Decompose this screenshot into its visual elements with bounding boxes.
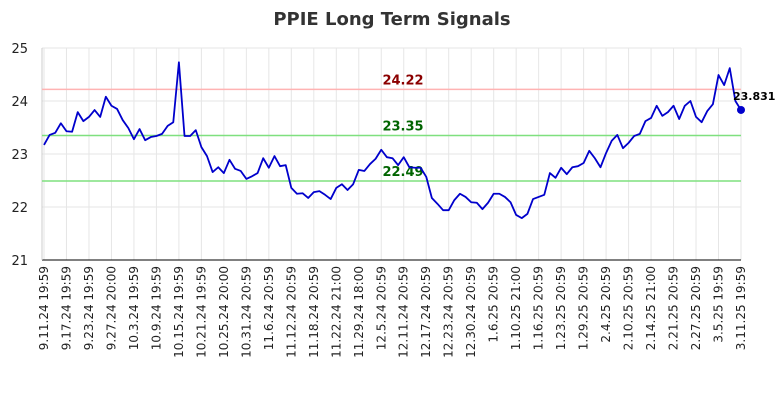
x-tick-label: 11.29.24 18:00 <box>352 266 366 358</box>
x-tick-label: 9.23.24 19:59 <box>82 266 96 350</box>
signal-label: 24.22 <box>382 73 423 88</box>
x-tick-label: 3.11.25 19:59 <box>734 266 748 350</box>
x-tick-label: 10.15.24 19:59 <box>172 266 186 358</box>
x-tick-label: 12.5.24 20:59 <box>374 266 388 350</box>
x-tick-label: 10.3.24 19:59 <box>127 266 141 350</box>
x-tick-label: 1.23.25 20:59 <box>554 266 568 350</box>
x-tick-label: 2.21.25 20:59 <box>667 266 681 350</box>
x-tick-label: 9.17.24 19:59 <box>59 266 73 350</box>
x-tick-label: 10.21.24 19:59 <box>194 266 208 358</box>
x-tick-label: 12.11.24 20:59 <box>397 266 411 358</box>
x-tick-label: 10.31.24 20:59 <box>239 266 253 358</box>
y-tick-label: 22 <box>11 201 28 216</box>
price-line <box>43 61 742 220</box>
x-tick-label: 11.6.24 20:59 <box>262 266 276 350</box>
y-tick-label: 25 <box>11 42 28 57</box>
x-tick-label: 1.10.25 21:00 <box>509 266 523 350</box>
x-tick-label: 9.11.24 19:59 <box>37 266 51 350</box>
signal-label: 23.35 <box>382 119 423 134</box>
x-tick-label: 2.14.25 21:00 <box>644 266 658 350</box>
chart-title: PPIE Long Term Signals <box>273 9 510 30</box>
x-tick-label: 9.27.24 20:00 <box>104 266 118 350</box>
x-tick-label: 1.6.25 20:59 <box>487 266 501 343</box>
x-tick-label: 1.29.25 20:59 <box>577 266 591 350</box>
x-tick-label: 2.4.25 20:59 <box>599 266 613 343</box>
last-point <box>737 105 745 114</box>
x-tick-label: 11.12.24 20:59 <box>284 266 298 358</box>
x-tick-label: 11.18.24 20:59 <box>307 266 321 358</box>
x-tick-label: 2.10.25 20:59 <box>622 266 636 350</box>
x-tick-label: 1.16.25 20:59 <box>532 266 546 350</box>
last-value-label: 23.831 <box>733 90 775 103</box>
x-tick-label: 12.30.24 20:59 <box>464 266 478 358</box>
x-tick-label: 3.5.25 19:59 <box>712 266 726 343</box>
y-tick-label: 23 <box>11 148 28 163</box>
x-tick-label: 11.22.24 21:00 <box>329 266 343 358</box>
x-tick-label: 2.27.25 20:59 <box>689 266 703 350</box>
x-tick-label: 10.25.24 20:00 <box>217 266 231 358</box>
y-tick-label: 24 <box>11 95 28 110</box>
x-tick-label: 12.17.24 20:59 <box>419 266 433 358</box>
signal-label: 22.49 <box>382 165 423 180</box>
x-tick-label: 12.23.24 20:59 <box>442 266 456 358</box>
x-tick-label: 10.9.24 19:59 <box>149 266 163 350</box>
y-tick-label: 21 <box>11 254 28 269</box>
